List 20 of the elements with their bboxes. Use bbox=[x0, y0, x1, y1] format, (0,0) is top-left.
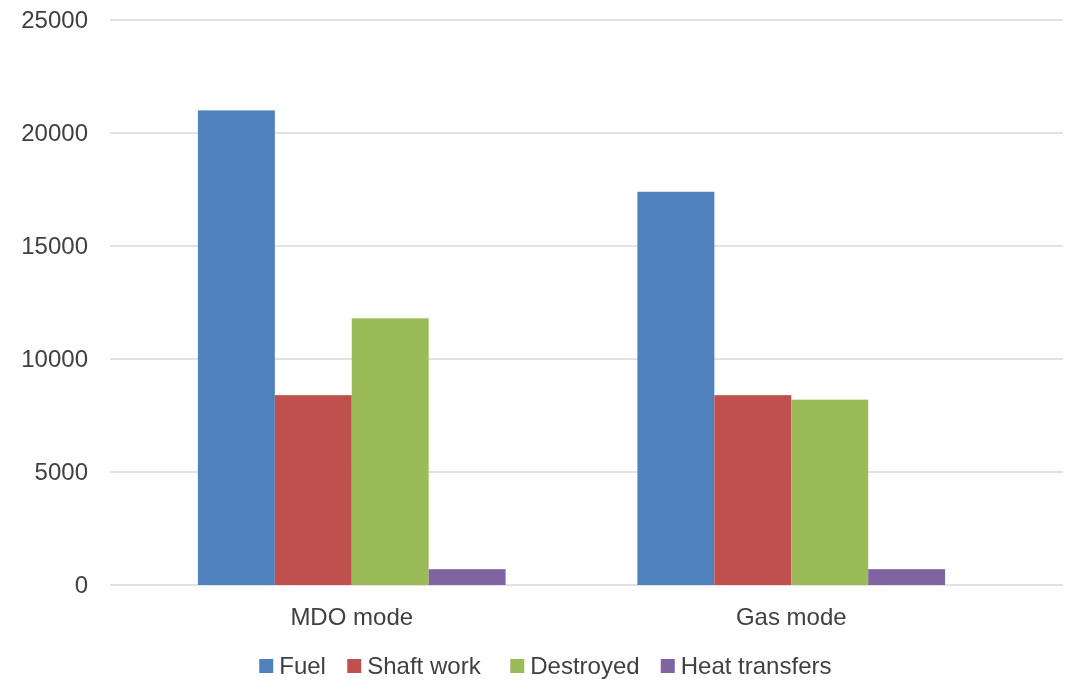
y-tick-label: 15000 bbox=[21, 232, 88, 260]
legend-label: Shaft work bbox=[367, 652, 482, 680]
legend-label: Heat transfers bbox=[680, 652, 832, 680]
legend-label: Fuel bbox=[279, 652, 326, 680]
y-tick-label: 5000 bbox=[34, 458, 88, 486]
bar bbox=[791, 399, 869, 585]
bar bbox=[428, 569, 506, 585]
bar bbox=[351, 318, 429, 585]
x-tick-label: MDO mode bbox=[290, 603, 414, 630]
bar bbox=[714, 395, 792, 585]
y-tick-label: 0 bbox=[74, 571, 88, 599]
legend-label: Destroyed bbox=[530, 652, 640, 680]
x-tick-label: Gas mode bbox=[735, 603, 847, 630]
bar bbox=[274, 395, 352, 585]
y-tick-label: 20000 bbox=[21, 119, 88, 147]
y-tick-label: 10000 bbox=[21, 345, 88, 373]
y-tick-label: 25000 bbox=[21, 6, 88, 34]
bar bbox=[637, 191, 715, 585]
bar bbox=[868, 569, 946, 585]
bar bbox=[197, 110, 275, 585]
